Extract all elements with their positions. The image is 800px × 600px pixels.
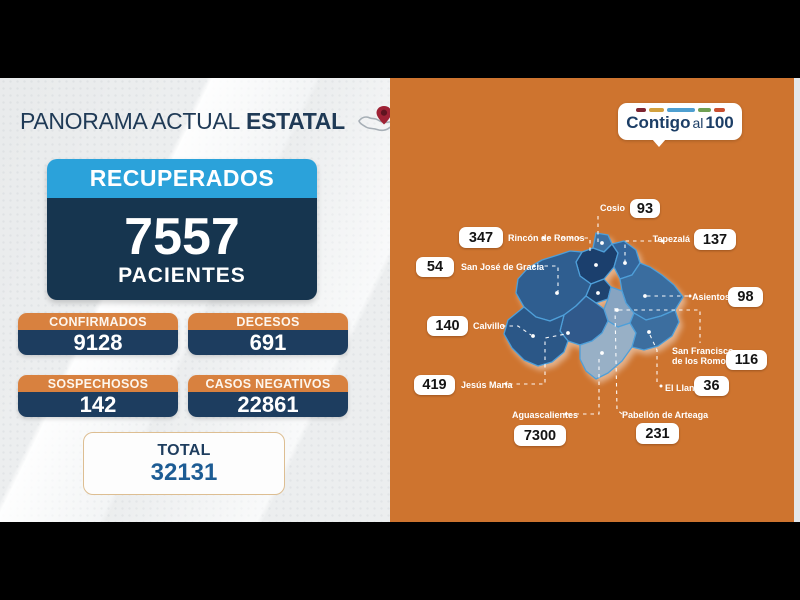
map-value-pill-jesus-maria: 419 [414, 375, 455, 395]
stat-label-decesos: DECESOS [188, 313, 348, 330]
map-label-tepezala: Tepezalá [652, 234, 690, 244]
stat-value-sospechosos: 142 [18, 392, 178, 417]
logo-color-dashes [635, 108, 725, 112]
map-label-sfr-line2: de los Romo [672, 356, 727, 366]
map-centroid-dots [504, 236, 692, 416]
map-value-pill-san-francisco-de-los-romo: 116 [726, 350, 767, 370]
recovered-value: 7557 [124, 207, 240, 266]
map-label-el-llano: El Llano [665, 383, 701, 393]
map-label-rincon-de-romos: Rincón de Romos [508, 233, 585, 243]
logo-bubble-tail [652, 139, 666, 147]
letterbox-top [0, 0, 800, 78]
map-value-pill-cosio: 93 [630, 199, 660, 218]
map-label-san-francisco-de-los-romo: San Francisco de los Romo [672, 346, 734, 366]
recovered-card-title: RECUPERADOS [47, 159, 317, 198]
contigo-al-100-logo: Contigo al 100 [618, 103, 742, 140]
stat-value-decesos: 691 [188, 330, 348, 355]
stat-card-sospechosos: SOSPECHOSOS 142 [18, 375, 178, 417]
logo-text: Contigo al 100 [626, 112, 733, 134]
recovered-card: RECUPERADOS 7557 PACIENTES [47, 159, 317, 300]
map-connector-lines [502, 216, 701, 415]
stat-card-decesos: DECESOS 691 [188, 313, 348, 355]
map-label-sfr-line1: San Francisco [672, 346, 734, 356]
stat-label-confirmados: CONFIRMADOS [18, 313, 178, 330]
map-label-asientos: Asientos [692, 292, 731, 302]
map-value-pill-tepezala: 137 [694, 229, 736, 250]
map-value-pill-san-jose-de-gracia: 54 [416, 257, 454, 277]
stat-value-negativos: 22861 [188, 392, 348, 417]
stat-card-negativos: CASOS NEGATIVOS 22861 [188, 375, 348, 417]
map-label-aguascalientes: Aguascalientes [512, 410, 579, 420]
map-label-cosio: Cosio [599, 203, 625, 213]
map-label-calvillo: Calvillo [473, 321, 506, 331]
map-panel: Contigo al 100 Cosio 93 347 Rincón de Romo… [390, 78, 794, 522]
stat-label-sospechosos: SOSPECHOSOS [18, 375, 178, 392]
municipality-calvillo [503, 306, 569, 367]
stat-label-negativos: CASOS NEGATIVOS [188, 375, 348, 392]
map-label-pabellon-de-arteaga: Pabellón de Arteaga [622, 410, 709, 420]
stat-card-confirmados: CONFIRMADOS 9128 [18, 313, 178, 355]
map-value-pill-el-llano: 36 [694, 376, 729, 396]
logo-text-100: 100 [705, 113, 734, 132]
page-title: PANORAMA ACTUAL ESTATAL [20, 104, 397, 138]
logo-text-al: al [692, 115, 704, 131]
map-value-pill-aguascalientes: 7300 [514, 425, 566, 446]
recovered-card-body: 7557 PACIENTES [47, 198, 317, 300]
map-value-pill-pabellon-de-arteaga: 231 [636, 423, 679, 444]
recovered-unit: PACIENTES [118, 263, 246, 287]
municipality-el-llano [629, 309, 680, 351]
logo-text-contigo: Contigo [626, 113, 691, 132]
map-label-san-jose-de-gracia: San José de Gracia [461, 262, 545, 272]
stat-value-confirmados: 9128 [18, 330, 178, 355]
page-title-regular: PANORAMA ACTUAL [20, 108, 241, 134]
total-label: TOTAL [157, 441, 211, 459]
page-title-bold: ESTATAL [246, 108, 345, 134]
map-value-pill-calvillo: 140 [427, 316, 468, 336]
right-edge-strip [794, 78, 800, 522]
stats-panel: PANORAMA ACTUAL ESTATAL RECUPERADOS 7557 … [0, 78, 397, 522]
map-label-jesus-maria: Jesús María [461, 380, 513, 390]
map-value-pill-rincon-de-romos: 347 [459, 227, 503, 248]
total-value: 32131 [150, 458, 218, 486]
map-value-pill-asientos: 98 [728, 287, 763, 307]
aguascalientes-map [502, 216, 701, 416]
total-card: TOTAL 32131 [83, 432, 285, 495]
letterbox-bottom [0, 522, 800, 600]
